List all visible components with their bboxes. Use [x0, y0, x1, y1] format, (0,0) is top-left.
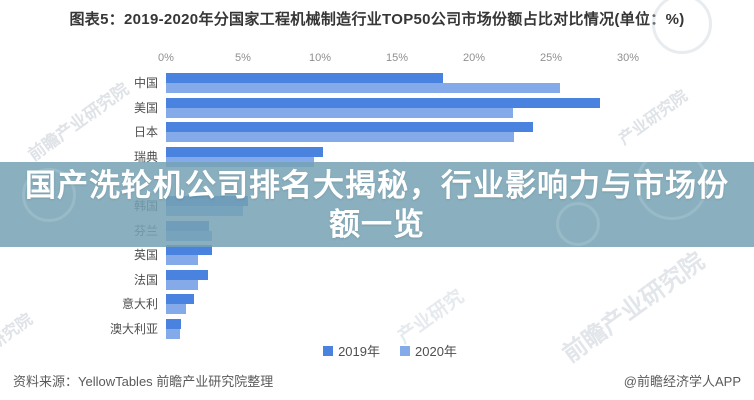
chart-row: 法国: [0, 269, 208, 290]
bar-2019年: [166, 319, 182, 329]
bar-2019年: [166, 122, 533, 133]
legend-item: 2019年: [323, 341, 380, 360]
headline-overlay: 国产洗轮机公司排名大揭秘，行业影响力与市场份 额一览: [0, 148, 754, 247]
chart-row: 意大利: [0, 294, 194, 315]
bar-group: [166, 146, 324, 167]
x-tick: 10%: [308, 52, 332, 64]
category-label: 日本: [133, 125, 158, 140]
legend-label: 2020年: [415, 344, 457, 359]
bar-2020年: [166, 83, 561, 93]
credit-text: @前瞻经济学人APP: [623, 374, 741, 389]
chart-row: 瑞典: [0, 146, 324, 167]
bar-2019年: [166, 146, 324, 157]
chart-row: 美国: [0, 97, 601, 118]
legend-label: 2019年: [338, 344, 380, 359]
legend-swatch: [323, 345, 334, 356]
source-text: 资料来源：YellowTables 前瞻产业研究院整理: [13, 374, 274, 389]
category-label: 澳大利亚: [109, 322, 158, 336]
category-label: 英国: [133, 248, 158, 263]
bar-2019年: [166, 269, 208, 280]
chart-legend: 2019年 2020年: [13, 341, 754, 360]
chart-row: 澳大利亚: [0, 319, 182, 339]
watermark-logo-circle: [22, 168, 76, 222]
x-tick: 15%: [385, 52, 409, 64]
bar-2019年: [166, 245, 213, 256]
bar-2020年: [166, 156, 314, 167]
category-label: 法国: [133, 272, 158, 287]
x-tick: 0%: [158, 52, 174, 64]
chart-row: 日本: [0, 122, 533, 143]
bar-group: [166, 122, 533, 143]
category-label: 意大利: [121, 297, 158, 312]
footer: 资料来源：YellowTables 前瞻产业研究院整理 @前瞻经济学人APP: [0, 371, 754, 390]
headline-line-2: 额一览: [329, 206, 425, 242]
legend-item: 2020年: [400, 341, 457, 360]
chart-row: 中国: [0, 73, 561, 93]
headline-line-1: 国产洗轮机公司排名大揭秘，行业影响力与市场份: [25, 167, 729, 203]
chart-title: 图表5：2019-2020年分国家工程机械制造行业TOP50公司市场份额占比对比…: [69, 11, 685, 28]
watermark-logo-circle: [636, 148, 708, 220]
bar-group: [166, 97, 601, 118]
bar-2020年: [166, 107, 513, 118]
bar-group: [166, 319, 182, 339]
legend-swatch: [400, 345, 410, 356]
bar-2019年: [166, 97, 601, 108]
chart-row: 英国: [0, 245, 213, 266]
category-label: 瑞典: [133, 149, 158, 164]
x-tick: 20%: [462, 52, 486, 64]
bar-2020年: [166, 304, 186, 315]
x-tick: 25%: [539, 52, 563, 64]
category-label: 中国: [133, 76, 158, 90]
bar-group: [166, 294, 194, 315]
bar-2019年: [166, 294, 194, 305]
x-tick: 5%: [235, 52, 251, 64]
bar-2020年: [166, 132, 514, 143]
bar-2019年: [166, 73, 444, 83]
watermark-logo-circle: [652, 0, 712, 54]
bar-2020年: [166, 329, 180, 339]
bar-group: [166, 245, 213, 266]
x-tick: 30%: [616, 52, 640, 64]
bar-2020年: [166, 279, 199, 290]
category-label: 美国: [133, 100, 158, 115]
watermark-logo-circle: [556, 202, 600, 246]
bar-group: [166, 269, 208, 290]
bar-2020年: [166, 255, 199, 266]
bar-group: [166, 73, 561, 93]
